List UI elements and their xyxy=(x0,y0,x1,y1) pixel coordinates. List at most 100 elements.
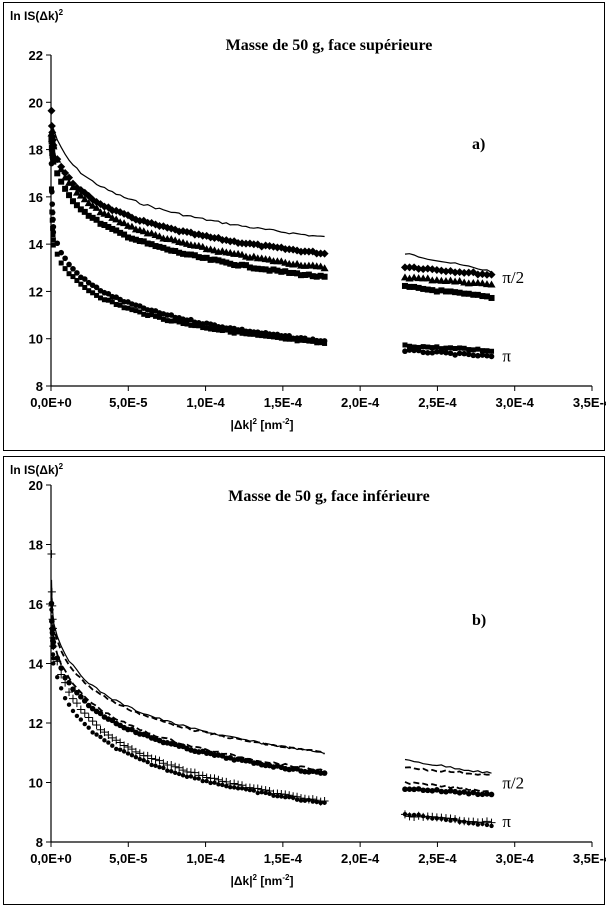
data-point xyxy=(198,771,207,780)
data-point xyxy=(125,234,132,241)
data-point xyxy=(465,290,472,297)
data-point xyxy=(112,215,121,223)
data-point xyxy=(74,689,80,696)
y-tick-label: 18 xyxy=(29,143,43,158)
data-point xyxy=(90,730,95,735)
x-tick-label: 2,5E-4 xyxy=(418,851,457,866)
data-point xyxy=(172,770,178,776)
data-point xyxy=(188,322,194,328)
data-point xyxy=(212,780,217,785)
data-point xyxy=(255,332,261,338)
panel-label: b) xyxy=(472,612,486,629)
data-point xyxy=(49,624,58,633)
data-point xyxy=(411,283,418,290)
data-point xyxy=(85,702,92,709)
data-point xyxy=(452,352,458,358)
data-point xyxy=(488,791,495,798)
data-point xyxy=(78,281,84,287)
data-point xyxy=(49,217,55,223)
data-point xyxy=(309,273,316,280)
data-point xyxy=(88,717,97,726)
x-tick-label: 1,5E-4 xyxy=(264,851,303,866)
x-tick-label: 2,0E-4 xyxy=(341,851,380,866)
data-point xyxy=(211,752,218,758)
x-axis-label-main: |Δk| xyxy=(231,874,253,888)
data-point xyxy=(420,344,426,350)
data-point xyxy=(72,188,81,196)
data-point xyxy=(202,773,211,782)
data-point xyxy=(184,321,190,327)
data-point xyxy=(239,261,246,268)
data-point xyxy=(239,330,245,336)
data-point xyxy=(475,352,481,359)
data-point xyxy=(49,642,58,651)
data-point xyxy=(234,780,243,789)
data-point xyxy=(216,782,221,787)
x-tick-label: 0,0E+0 xyxy=(30,851,72,866)
data-point xyxy=(452,346,458,352)
data-point xyxy=(121,749,127,754)
data-point xyxy=(306,338,312,344)
data-point xyxy=(297,794,306,803)
series-line xyxy=(404,253,492,273)
data-point xyxy=(49,618,55,624)
data-series xyxy=(50,589,492,776)
data-point xyxy=(320,249,329,258)
chart-panel-b: 8 10 12 14 16 18 20 0,0E+0 5,0E-5 1,0E-4 1,5E-4 2,0… xyxy=(3,456,606,905)
data-point xyxy=(82,285,88,291)
data-point xyxy=(195,254,202,261)
data-point xyxy=(172,247,179,254)
data-point xyxy=(320,797,329,806)
data-point xyxy=(73,202,80,209)
data-point xyxy=(62,185,69,192)
data-point xyxy=(145,313,151,319)
data-point xyxy=(266,267,273,274)
data-point xyxy=(407,343,413,349)
data-point xyxy=(131,747,140,756)
data-point xyxy=(405,263,414,272)
x-axis-label-unit: [nm xyxy=(257,418,282,432)
data-point xyxy=(212,327,218,333)
data-point xyxy=(406,786,413,792)
data-point xyxy=(137,756,143,762)
x-axis-label-unit: [nm xyxy=(257,874,282,888)
data-point xyxy=(461,789,467,795)
data-point xyxy=(464,268,473,277)
data-point xyxy=(434,787,440,793)
data-point xyxy=(470,347,476,353)
data-point xyxy=(199,254,206,261)
data-point xyxy=(414,811,423,820)
data-point xyxy=(419,265,428,274)
data-point xyxy=(156,314,162,320)
curve-annotation: π/2 xyxy=(502,774,524,793)
data-point xyxy=(188,774,194,779)
data-point xyxy=(120,741,129,750)
data-point xyxy=(410,812,419,821)
data-series xyxy=(48,136,495,301)
data-point xyxy=(443,789,449,795)
data-point xyxy=(164,312,171,318)
data-point xyxy=(93,284,100,291)
data-point xyxy=(86,288,92,294)
data-point xyxy=(405,812,414,821)
data-point xyxy=(243,331,249,337)
data-point xyxy=(125,751,131,756)
data-point xyxy=(402,786,408,793)
data-point xyxy=(58,178,65,185)
data-point xyxy=(290,269,297,276)
x-axis-label-unit-sup: -2 xyxy=(282,417,290,426)
data-point xyxy=(144,240,151,247)
data-point xyxy=(469,817,478,826)
chart-title: Masse de 50 g, face inférieure xyxy=(228,488,429,505)
data-point xyxy=(49,626,56,632)
data-point xyxy=(302,337,308,343)
data-point xyxy=(411,344,417,350)
data-point xyxy=(160,244,167,251)
data-point xyxy=(61,678,70,687)
data-point xyxy=(48,601,57,610)
data-point xyxy=(455,276,464,284)
data-point xyxy=(93,216,100,223)
data-point xyxy=(484,352,490,359)
data-point xyxy=(300,794,309,803)
data-point xyxy=(402,342,408,348)
